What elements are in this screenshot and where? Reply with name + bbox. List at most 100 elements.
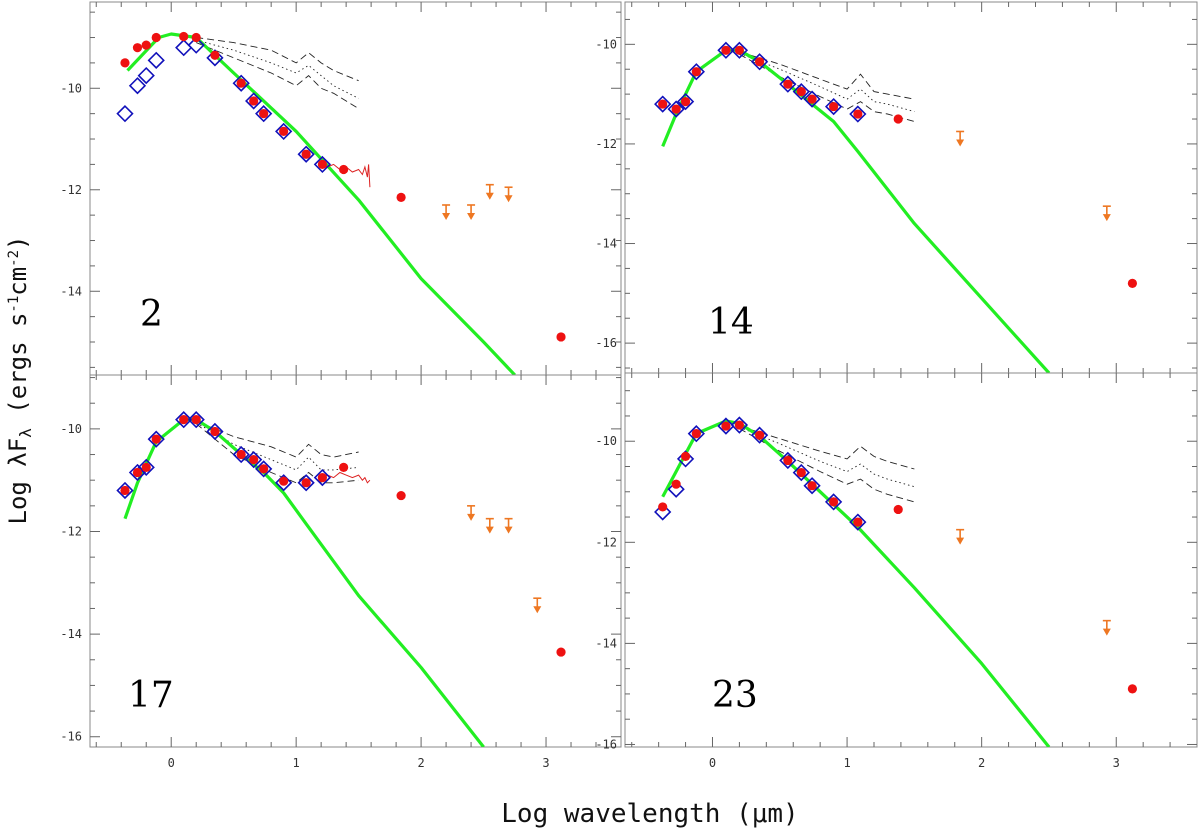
observed-flux-point: [151, 32, 161, 43]
y-axis-title-exp2: -2: [6, 250, 22, 267]
photometry-diamond: [137, 458, 155, 476]
photometry-diamond: [245, 92, 263, 110]
observed-flux-point: [179, 415, 189, 425]
y-axis-title: Log λFλ (ergs s-1cm-2): [4, 235, 35, 524]
panel-label: 23: [712, 675, 758, 716]
observed-flux-point: [691, 429, 701, 439]
observed-flux-point: [680, 96, 691, 107]
observed-flux-point: [249, 96, 259, 106]
observed-flux-point: [249, 455, 259, 465]
photometry-diamond: [824, 97, 843, 116]
envelope-middle-line: [739, 52, 915, 113]
plot-area: [116, 31, 566, 375]
photometry-diamond: [750, 53, 769, 71]
photometry-diamond: [232, 74, 250, 92]
upper-limit-arrowhead: [956, 139, 965, 147]
envelope-upper-line: [196, 37, 359, 82]
observed-flux-point: [783, 455, 793, 466]
photometry-diamond: [750, 426, 769, 444]
x-tick-label: 0: [709, 756, 716, 770]
photometry-diamond: [803, 477, 821, 495]
observed-flux-point: [754, 57, 765, 67]
y-axis-title-units: (ergs s: [4, 313, 32, 429]
upper-limit-arrowhead: [956, 537, 965, 545]
observed-flux-point: [853, 517, 863, 527]
photometry-diamond: [730, 416, 749, 434]
upper-limit-arrowhead: [1102, 628, 1111, 636]
observed-flux-point: [191, 32, 201, 43]
observed-flux-point: [721, 421, 731, 431]
y-tick-label: -10: [60, 422, 82, 436]
panel-14: -10 -12 -14 -16 14: [595, 1, 1198, 374]
y-tick-label: -10: [60, 81, 82, 95]
photometry-diamond: [730, 41, 749, 59]
observed-flux-point: [807, 94, 817, 104]
upper-limit-arrowhead: [504, 526, 513, 534]
plot-area: [654, 416, 1137, 747]
envelope-middle-line: [195, 422, 359, 471]
observed-flux-point: [658, 502, 668, 512]
photometry-diamond: [275, 122, 293, 141]
observed-flux-point: [120, 58, 130, 68]
photometry-diamond: [687, 63, 705, 81]
observed-flux-point: [721, 45, 731, 55]
observed-flux-point: [1127, 278, 1137, 288]
observed-flux-point: [396, 490, 406, 501]
photometry-diamond: [255, 460, 273, 478]
observed-flux-point: [893, 114, 903, 124]
y-axis-title-cm: cm: [4, 267, 32, 296]
observed-flux-point: [141, 462, 151, 472]
upper-limit-arrowhead: [1102, 214, 1111, 222]
observed-flux-point: [754, 430, 765, 440]
observed-flux-point: [734, 420, 745, 430]
photometry-diamond: [687, 425, 705, 443]
envelope-upper-line: [739, 51, 915, 100]
photometry-diamond: [676, 92, 695, 111]
photometry-diamond: [717, 417, 735, 435]
envelope-middle-line: [196, 39, 359, 99]
observed-flux-point: [680, 451, 691, 461]
x-tick-label: 1: [293, 756, 300, 770]
upper-limit-arrowhead: [467, 212, 476, 220]
observed-flux-point: [236, 449, 246, 460]
photometry-diamond: [137, 66, 155, 85]
observed-flux-point: [191, 415, 201, 425]
observed-flux-point: [132, 467, 143, 478]
panel-frame: [89, 1, 622, 376]
photometry-diamond: [297, 145, 315, 163]
photometry-diamond: [175, 39, 193, 57]
panel-23: -10-12-14-160 1 2 323: [595, 372, 1198, 770]
model-curve: [126, 32, 516, 375]
upper-limit-arrowhead: [467, 513, 476, 521]
observed-flux-point: [279, 126, 289, 137]
plot-area: [116, 411, 566, 747]
photometry-diamond: [667, 100, 685, 118]
photometry-diamond: [206, 49, 224, 67]
panel-17: -10 -12 -14 -16 0 1 2 3 17: [60, 374, 622, 770]
y-axis-title-subscript: λ: [16, 428, 35, 438]
y-tick-label: -10: [595, 37, 617, 51]
photometry-diamond: [116, 105, 134, 123]
y-tick-label: -16: [595, 336, 617, 350]
observed-flux-point: [658, 99, 668, 109]
envelope-lower-line: [196, 42, 359, 109]
photometry-diamond: [779, 451, 797, 470]
model-curve: [123, 418, 485, 747]
photometry-diamond: [779, 75, 797, 93]
y-tick-label: -12: [595, 137, 617, 151]
observed-flux-point: [301, 478, 311, 488]
y-tick-label: -14: [60, 284, 82, 298]
photometry-diamond: [232, 445, 250, 464]
photometry-diamond: [147, 430, 165, 448]
observed-flux-point: [301, 149, 311, 159]
observed-flux-point: [141, 40, 151, 50]
observed-flux-point: [279, 476, 289, 486]
plot-area: [654, 41, 1137, 373]
y-axis-title-exp1: -1: [6, 296, 22, 313]
upper-limit-arrowhead: [485, 526, 494, 534]
irs-spectrum-line: [320, 163, 371, 188]
panel-frame: [89, 374, 622, 748]
envelope-upper-line: [196, 420, 359, 458]
observed-flux-point: [691, 67, 701, 77]
